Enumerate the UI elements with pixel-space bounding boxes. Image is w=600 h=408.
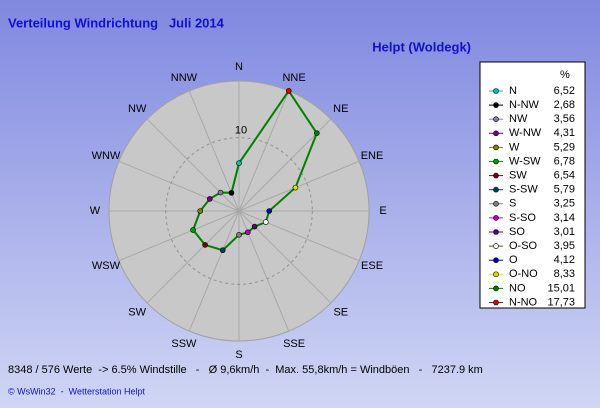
legend-value: 3,14 <box>554 212 575 224</box>
data-point <box>190 227 196 233</box>
chart-title: Verteilung Windrichtung Juli 2014 <box>8 15 225 30</box>
legend-marker <box>493 144 499 151</box>
direction-label: SW <box>128 307 146 319</box>
legend-label: N-NW <box>509 99 540 111</box>
legend-marker <box>493 243 499 249</box>
legend-marker <box>493 116 499 122</box>
direction-label: SSW <box>171 338 197 350</box>
legend-label: S-SW <box>509 184 538 196</box>
legend-header: % <box>560 69 570 81</box>
legend-value: 15,01 <box>547 282 575 294</box>
legend-marker <box>493 271 499 278</box>
data-point <box>262 219 269 225</box>
data-point <box>245 229 251 236</box>
legend-value: 4,12 <box>554 254 575 266</box>
legend-value: 17,73 <box>547 296 575 308</box>
spoke <box>146 210 240 304</box>
legend-marker <box>493 257 499 264</box>
footer-stats: 8348 / 576 Werte -> 6.5% Windstille - Ø … <box>8 364 483 376</box>
legend-label: NW <box>509 113 528 125</box>
legend-value: 3,01 <box>554 226 575 238</box>
legend-value: 6,78 <box>554 155 575 167</box>
r-tick-label: 10 <box>235 125 247 137</box>
data-point <box>228 190 235 196</box>
direction-label: S <box>235 349 242 361</box>
legend-label: W-NW <box>509 127 542 139</box>
legend-marker <box>493 172 499 179</box>
footer-credit: © WsWin32 - Wetterstation Helpt <box>8 386 146 396</box>
direction-label: W <box>90 205 101 217</box>
legend-value: 3,25 <box>554 198 575 210</box>
chart-subtitle: Helpt (Woldegk) <box>372 39 471 54</box>
legend-marker <box>493 102 499 108</box>
legend-label: SO <box>509 226 525 238</box>
legend-label: O <box>509 254 518 266</box>
data-point <box>236 232 242 238</box>
data-point <box>207 196 213 202</box>
legend-value: 6,54 <box>554 170 575 182</box>
direction-label: ESE <box>361 260 383 272</box>
data-point <box>219 247 226 254</box>
direction-label: NE <box>333 103 348 115</box>
legend-label: N-NO <box>509 296 538 308</box>
legend-label: O-NO <box>509 268 538 280</box>
legend-marker <box>493 88 499 94</box>
legend-value: 5,79 <box>554 184 575 196</box>
data-point <box>197 208 204 214</box>
direction-label: WSW <box>92 260 121 272</box>
data-point <box>202 242 208 248</box>
legend-marker <box>493 130 499 137</box>
spoke <box>238 210 360 262</box>
data-point <box>292 184 299 191</box>
data-point <box>266 208 273 214</box>
legend-label: S-SO <box>509 212 536 224</box>
spoke <box>238 90 290 212</box>
legend-label: O-SO <box>509 240 538 252</box>
direction-label: SSE <box>283 338 305 350</box>
legend-value: 6,52 <box>554 85 575 97</box>
direction-label: NW <box>128 103 147 115</box>
direction-label: NNW <box>171 72 198 84</box>
legend-marker <box>493 285 499 292</box>
legend-marker <box>493 201 499 207</box>
direction-label: NNE <box>282 72 305 84</box>
spoke <box>188 210 240 332</box>
data-point <box>251 223 258 230</box>
legend-label: S <box>509 198 516 210</box>
direction-label: WNW <box>92 150 121 162</box>
data-point <box>236 160 242 166</box>
legend-marker <box>493 299 499 306</box>
spoke <box>238 160 360 212</box>
direction-label: E <box>379 205 386 217</box>
legend-marker <box>493 229 499 235</box>
legend-value: 8,33 <box>554 268 575 280</box>
data-point <box>314 130 320 136</box>
grid-ring <box>165 137 313 285</box>
spoke <box>146 118 240 212</box>
legend-label: N <box>509 85 517 97</box>
legend-marker <box>493 158 499 165</box>
legend-value: 4,31 <box>554 127 575 139</box>
data-point <box>217 189 224 196</box>
legend-marker <box>493 215 499 221</box>
data-point <box>285 88 292 94</box>
legend-label: SW <box>509 170 527 182</box>
legend-value: 5,29 <box>554 141 575 153</box>
legend-label: W <box>509 141 520 153</box>
direction-label: ENE <box>361 150 384 162</box>
legend-label: NO <box>509 282 526 294</box>
legend-value: 3,95 <box>554 240 575 252</box>
spoke <box>118 160 240 212</box>
legend-value: 3,56 <box>554 113 575 125</box>
legend-label: W-SW <box>509 155 541 167</box>
legend-value: 2,68 <box>554 99 575 111</box>
direction-label: N <box>235 61 243 73</box>
legend-marker <box>493 186 499 193</box>
spoke <box>118 210 240 262</box>
direction-label: SE <box>333 307 348 319</box>
